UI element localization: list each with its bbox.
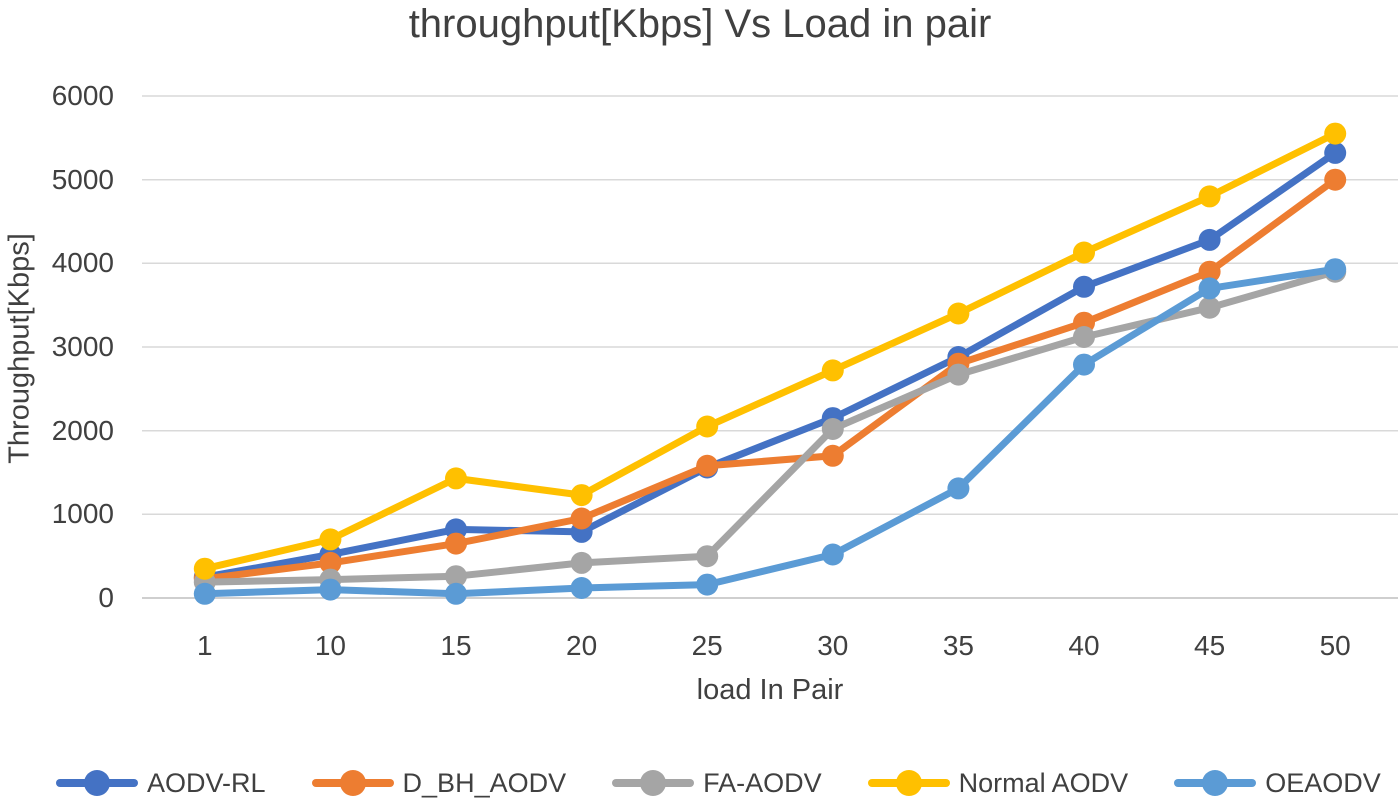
x-tick-label-50: 50	[1319, 630, 1351, 661]
x-tick-label-25: 25	[691, 630, 723, 661]
series-line-aodv-rl	[201, 149, 1339, 581]
data-point-oeaodv-1	[193, 582, 216, 605]
data-point-normal-aodv-25	[696, 415, 719, 438]
data-point-oeaodv-45	[1198, 277, 1221, 300]
legend-item-oeaodv: OEAODV	[1174, 768, 1381, 799]
data-point-aodv-rl-45	[1198, 228, 1221, 251]
data-point-d-bh-aodv-20	[570, 507, 593, 530]
legend-label-fa-aodv: FA-AODV	[703, 767, 822, 798]
x-axis-title: load In Pair	[696, 674, 844, 706]
data-point-d-bh-aodv-45	[1198, 260, 1221, 283]
series-line-normal-aodv	[201, 130, 1339, 573]
series-line-fa-aodv	[201, 268, 1339, 586]
legend-marker-dot	[895, 770, 922, 796]
y-tick-label-6000: 6000	[51, 80, 114, 111]
legend-item-d-bh-aodv: D_BH_AODV	[311, 767, 567, 799]
data-point-oeaodv-25	[696, 573, 719, 596]
data-point-oeaodv-30	[821, 543, 844, 566]
data-point-fa-aodv-35	[947, 363, 970, 386]
x-tick-label-1: 1	[197, 630, 213, 661]
legend-line-marker-icon	[612, 770, 695, 796]
series-line-d-bh-aodv	[201, 176, 1339, 583]
data-point-oeaodv-15	[445, 582, 467, 605]
data-point-oeaodv-20	[570, 577, 593, 599]
x-tick-label-20: 20	[566, 630, 598, 661]
legend-label-oeaodv: OEAODV	[1265, 767, 1381, 798]
data-point-normal-aodv-35	[947, 302, 970, 325]
x-tick-label-30: 30	[817, 630, 849, 661]
legend-line-marker-icon	[311, 770, 394, 796]
data-point-d-bh-aodv-50	[1324, 168, 1347, 191]
data-point-oeaodv-10	[319, 578, 342, 601]
y-tick-label-3000: 3000	[51, 331, 114, 362]
y-tick-label-5000: 5000	[51, 163, 114, 195]
data-point-fa-aodv-25	[696, 545, 719, 568]
data-point-normal-aodv-50	[1324, 122, 1347, 145]
legend-label-d-bh-aodv: D_BH_AODV	[402, 767, 567, 798]
legend-marker-dot	[1202, 770, 1229, 796]
data-point-aodv-rl-40	[1073, 275, 1095, 298]
y-tick-label-0: 0	[98, 582, 114, 613]
data-point-oeaodv-50	[1324, 258, 1347, 281]
chart-title: throughput[Kbps] Vs Load in pair	[408, 2, 992, 46]
data-point-normal-aodv-1	[193, 557, 216, 580]
x-tick-label-35: 35	[942, 630, 974, 661]
x-tick-label-40: 40	[1068, 630, 1100, 661]
data-point-normal-aodv-30	[821, 359, 844, 382]
data-point-d-bh-aodv-15	[445, 532, 467, 555]
y-tick-label-1000: 1000	[51, 498, 114, 530]
data-point-fa-aodv-30	[821, 418, 844, 440]
data-point-fa-aodv-40	[1073, 326, 1095, 348]
legend-item-fa-aodv: FA-AODV	[612, 768, 822, 799]
data-point-fa-aodv-20	[570, 551, 593, 574]
legend-marker-dot	[640, 770, 667, 796]
legend-label-aodv-rl: AODV-RL	[147, 767, 266, 798]
legend-marker-dot	[339, 770, 366, 796]
y-tick-label-2000: 2000	[51, 414, 114, 446]
data-point-d-bh-aodv-10	[319, 551, 342, 574]
data-point-fa-aodv-15	[445, 565, 467, 588]
data-point-oeaodv-40	[1073, 353, 1095, 376]
data-point-normal-aodv-20	[570, 484, 593, 507]
y-tick-label-4000: 4000	[51, 247, 114, 279]
legend-label-normal-aodv: Normal AODV	[958, 767, 1129, 798]
x-tick-label-10: 10	[314, 630, 346, 661]
data-point-normal-aodv-15	[445, 467, 467, 490]
data-point-aodv-rl-50	[1324, 141, 1347, 164]
legend: AODV-RL D_BH_AODV FA-AODV Normal AODV OEAODV	[56, 762, 1381, 804]
data-point-normal-aodv-40	[1073, 241, 1095, 264]
data-point-normal-aodv-45	[1198, 185, 1221, 208]
data-point-fa-aodv-45	[1198, 296, 1221, 319]
legend-marker-dot	[84, 770, 110, 796]
data-point-d-bh-aodv-30	[821, 444, 844, 467]
legend-line-marker-icon	[56, 770, 138, 796]
data-point-normal-aodv-10	[319, 528, 342, 551]
legend-line-marker-icon	[1174, 770, 1257, 796]
legend-item-aodv-rl: AODV-RL	[56, 768, 266, 799]
data-point-d-bh-aodv-25	[696, 454, 719, 477]
data-point-oeaodv-35	[947, 477, 970, 500]
x-tick-label-45: 45	[1194, 630, 1226, 661]
x-tick-label-15: 15	[440, 630, 472, 661]
series-line-oeaodv	[201, 265, 1339, 598]
legend-item-normal-aodv: Normal AODV	[867, 767, 1129, 799]
legend-line-marker-icon	[867, 770, 950, 796]
